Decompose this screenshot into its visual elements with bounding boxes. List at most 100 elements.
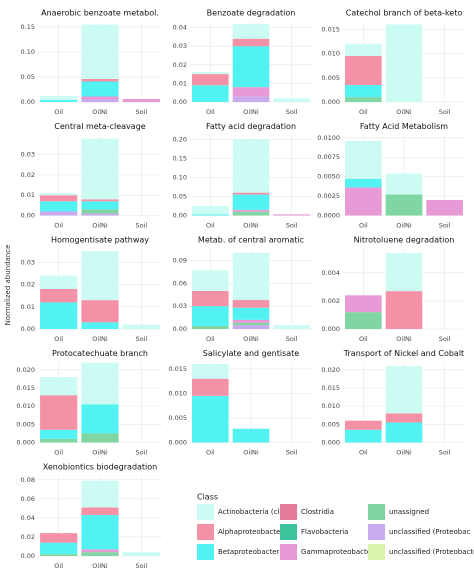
legend-swatch xyxy=(197,544,214,560)
bar-segment xyxy=(345,420,382,430)
bar-segment xyxy=(122,99,160,102)
y-tick-label: 0.04 xyxy=(173,24,187,32)
y-tick-label: 0.005 xyxy=(321,74,340,82)
x-tick-label: Oil xyxy=(359,335,368,343)
y-tick-label: 0.015 xyxy=(321,384,340,392)
x-tick-label: OilNi xyxy=(243,222,259,230)
bar-segment xyxy=(345,187,382,216)
y-tick-label: 0.03 xyxy=(21,258,35,266)
bar-segment xyxy=(192,205,229,215)
bar-segment xyxy=(232,23,270,39)
bar-segment xyxy=(81,552,119,556)
x-tick-label: OilNi xyxy=(92,108,108,116)
bar-segment xyxy=(40,429,78,439)
bar-segment xyxy=(345,97,382,102)
x-tick-label: Soil xyxy=(135,449,147,457)
x-tick-label: Soil xyxy=(135,335,147,343)
y-tick-label: 0.02 xyxy=(21,281,35,289)
x-tick-label: Soil xyxy=(439,449,451,457)
y-tick-label: 0.06 xyxy=(173,279,187,287)
y-tick-label: 0.004 xyxy=(321,269,340,277)
x-tick-label: OilNi xyxy=(396,108,412,116)
bar-segment xyxy=(81,322,119,329)
panel-title: Transport of Nickel and Cobalt xyxy=(343,349,464,358)
legend-label: Gammaproteobacteria xyxy=(301,548,380,556)
y-tick-label: 0.10 xyxy=(173,173,187,181)
y-tick-label: 0.00 xyxy=(173,212,187,220)
bar-segment xyxy=(81,213,119,216)
bar-segment xyxy=(81,404,119,434)
bar-segment xyxy=(232,87,270,97)
bar-segment xyxy=(40,554,78,556)
bar-segment xyxy=(122,324,160,329)
x-tick-label: Oil xyxy=(54,222,63,230)
y-tick-label: 0.020 xyxy=(321,366,340,374)
y-tick-label: 0.005 xyxy=(168,414,187,422)
bar-segment xyxy=(345,55,382,86)
y-tick-label: 0.01 xyxy=(173,79,187,87)
bar-segment xyxy=(81,201,119,210)
bar-segment xyxy=(81,480,119,508)
bar-segment xyxy=(40,533,78,543)
bar-segment xyxy=(81,549,119,553)
y-tick-label: 0.020 xyxy=(16,366,35,374)
bar-segment xyxy=(81,24,119,79)
legend-label: unclassified (Proteobac xyxy=(389,528,470,536)
bar-segment xyxy=(345,295,382,313)
y-tick-label: 0.10 xyxy=(21,48,35,56)
legend-swatch xyxy=(368,524,385,540)
bar-segment xyxy=(385,422,423,443)
x-tick-label: Soil xyxy=(439,108,451,116)
bar-segment xyxy=(273,325,310,329)
bar-segment xyxy=(40,96,78,100)
x-tick-label: Soil xyxy=(286,335,298,343)
y-tick-label: 0.0050 xyxy=(317,173,340,181)
legend-swatch xyxy=(368,544,385,560)
x-tick-label: Soil xyxy=(286,222,298,230)
legend-swatch xyxy=(280,544,297,560)
x-tick-label: Soil xyxy=(135,222,147,230)
legend-label: Betaproteobacteria xyxy=(218,548,286,556)
y-tick-label: 0.00 xyxy=(21,212,35,220)
bar-segment xyxy=(81,79,119,82)
bar-segment xyxy=(192,270,229,291)
x-tick-label: Soil xyxy=(135,562,147,569)
y-tick-label: 0.00 xyxy=(21,98,35,106)
bar-segment xyxy=(232,192,270,195)
y-tick-label: 0.0100 xyxy=(317,134,340,142)
y-tick-label: 0.03 xyxy=(173,42,187,50)
y-tick-label: 0.010 xyxy=(321,402,340,410)
x-tick-label: OilNi xyxy=(243,335,259,343)
y-tick-label: 0.06 xyxy=(21,495,35,503)
x-tick-label: Oil xyxy=(54,562,63,569)
bar-segment xyxy=(232,252,270,301)
legend-label: Clostridia xyxy=(301,508,334,516)
bar-segment xyxy=(192,363,229,379)
bar-segment xyxy=(81,209,119,214)
y-tick-label: 0.01 xyxy=(21,303,35,311)
y-tick-label: 0.09 xyxy=(173,256,187,264)
bar-segment xyxy=(232,322,270,326)
y-tick-label: 0.04 xyxy=(21,514,35,522)
y-tick-label: 0.00 xyxy=(173,325,187,333)
bar-segment xyxy=(81,96,119,100)
bar-segment xyxy=(232,211,270,216)
y-tick-label: 0.0025 xyxy=(317,192,340,200)
y-tick-label: 0.000 xyxy=(321,439,340,447)
legend-label: unassigned xyxy=(389,508,429,516)
bar-segment xyxy=(232,307,270,320)
bar-segment xyxy=(385,194,423,216)
legend-swatch xyxy=(197,524,214,540)
bar-segment xyxy=(232,319,270,323)
y-tick-label: 0.000 xyxy=(16,439,35,447)
x-tick-label: OilNi xyxy=(92,222,108,230)
bar-segment xyxy=(40,542,78,555)
y-tick-label: 0.000 xyxy=(168,439,187,447)
bar-segment xyxy=(232,428,270,443)
bar-segment xyxy=(122,552,160,556)
x-tick-label: OilNi xyxy=(396,335,412,343)
y-tick-label: 0.02 xyxy=(21,171,35,179)
panel-title: Xenobiontics biodegradation xyxy=(43,463,158,472)
y-tick-label: 0.00 xyxy=(173,98,187,106)
x-tick-label: Oil xyxy=(206,449,215,457)
